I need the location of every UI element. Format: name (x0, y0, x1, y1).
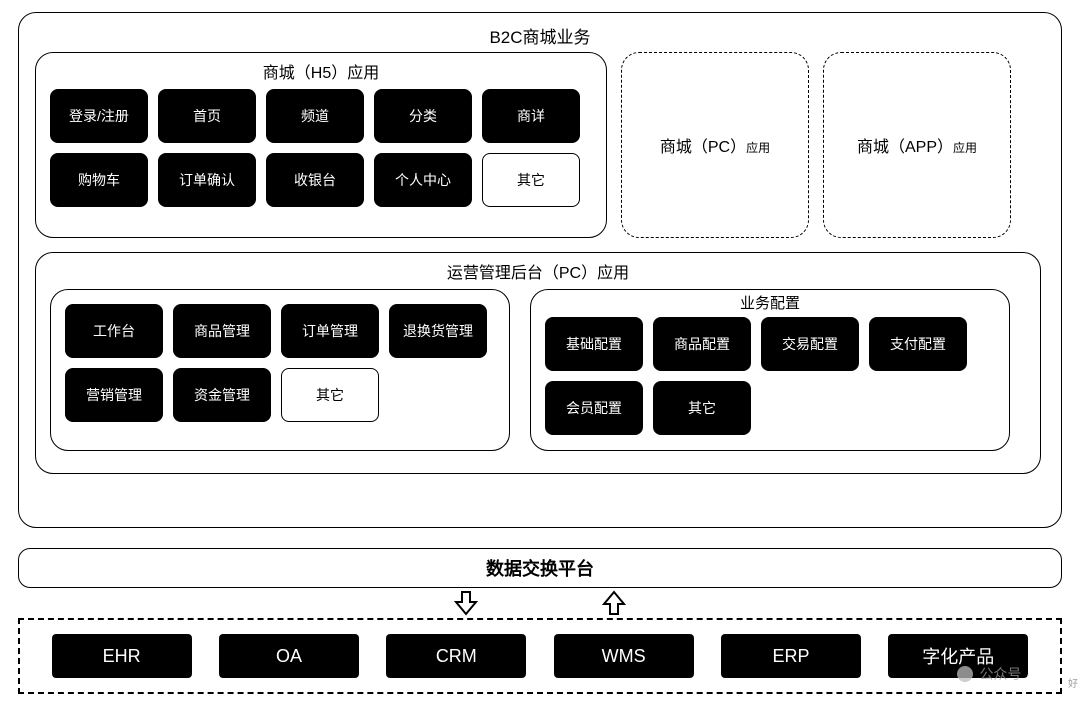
admin-left-tile: 营销管理 (65, 368, 163, 422)
admin-left-tile: 资金管理 (173, 368, 271, 422)
h5-tile: 分类 (374, 89, 472, 143)
arrow-row (18, 590, 1062, 618)
pc-panel: 商城（PC）应用 (621, 52, 809, 238)
h5-tile: 首页 (158, 89, 256, 143)
app-panel: 商城（APP）应用 (823, 52, 1011, 238)
b2c-container: B2C商城业务 商城（H5）应用 登录/注册首页频道分类商详购物车订单确认收银台… (18, 12, 1062, 528)
h5-panel: 商城（H5）应用 登录/注册首页频道分类商详购物车订单确认收银台个人中心其它 (35, 52, 607, 238)
admin-panel: 运营管理后台（PC）应用 工作台商品管理订单管理退换货管理营销管理资金管理其它 … (35, 252, 1041, 474)
data-platform-bar: 数据交换平台 (18, 548, 1062, 588)
admin-right-grid: 基础配置商品配置交易配置支付配置会员配置其它 (545, 317, 995, 435)
admin-panel-title: 运营管理后台（PC）应用 (50, 259, 1026, 283)
admin-right-tile: 交易配置 (761, 317, 859, 371)
h5-tile: 购物车 (50, 153, 148, 207)
arrow-up-icon (600, 590, 628, 618)
h5-tile: 频道 (266, 89, 364, 143)
system-tile: OA (219, 634, 359, 678)
system-tile: CRM (386, 634, 526, 678)
system-tile: EHR (52, 634, 192, 678)
h5-tile-grid: 登录/注册首页频道分类商详购物车订单确认收银台个人中心其它 (50, 89, 592, 207)
system-tile: WMS (554, 634, 694, 678)
h5-tile: 登录/注册 (50, 89, 148, 143)
admin-right-tile: 支付配置 (869, 317, 967, 371)
admin-right-tile: 会员配置 (545, 381, 643, 435)
watermark-tail: 好 (1068, 675, 1078, 690)
h5-tile: 收银台 (266, 153, 364, 207)
h5-tile: 其它 (482, 153, 580, 207)
admin-left-tile: 订单管理 (281, 304, 379, 358)
admin-left-tile: 其它 (281, 368, 379, 422)
system-tile: ERP (721, 634, 861, 678)
admin-right-tile: 基础配置 (545, 317, 643, 371)
admin-left-tile: 工作台 (65, 304, 163, 358)
admin-right-tile: 其它 (653, 381, 751, 435)
admin-left-tile: 退换货管理 (389, 304, 487, 358)
admin-right-title: 业务配置 (545, 292, 995, 313)
admin-left-group: 工作台商品管理订单管理退换货管理营销管理资金管理其它 (50, 289, 510, 451)
arrow-down-icon (452, 590, 480, 618)
h5-tile: 商详 (482, 89, 580, 143)
app-panel-label: 商城（APP）应用 (857, 133, 977, 157)
b2c-row-apps: 商城（H5）应用 登录/注册首页频道分类商详购物车订单确认收银台个人中心其它 商… (35, 52, 1045, 238)
admin-row: 工作台商品管理订单管理退换货管理营销管理资金管理其它 业务配置 基础配置商品配置… (50, 289, 1026, 451)
admin-right-tile: 商品配置 (653, 317, 751, 371)
admin-left-tile: 商品管理 (173, 304, 271, 358)
pc-panel-label: 商城（PC）应用 (660, 133, 770, 157)
admin-right-group: 业务配置 基础配置商品配置交易配置支付配置会员配置其它 (530, 289, 1010, 451)
h5-tile: 个人中心 (374, 153, 472, 207)
h5-tile: 订单确认 (158, 153, 256, 207)
b2c-title: B2C商城业务 (35, 23, 1045, 48)
systems-row: EHR OA CRM WMS ERP 字化产品 (18, 618, 1062, 694)
system-tile: 字化产品 (888, 634, 1028, 678)
h5-panel-title: 商城（H5）应用 (50, 59, 592, 83)
